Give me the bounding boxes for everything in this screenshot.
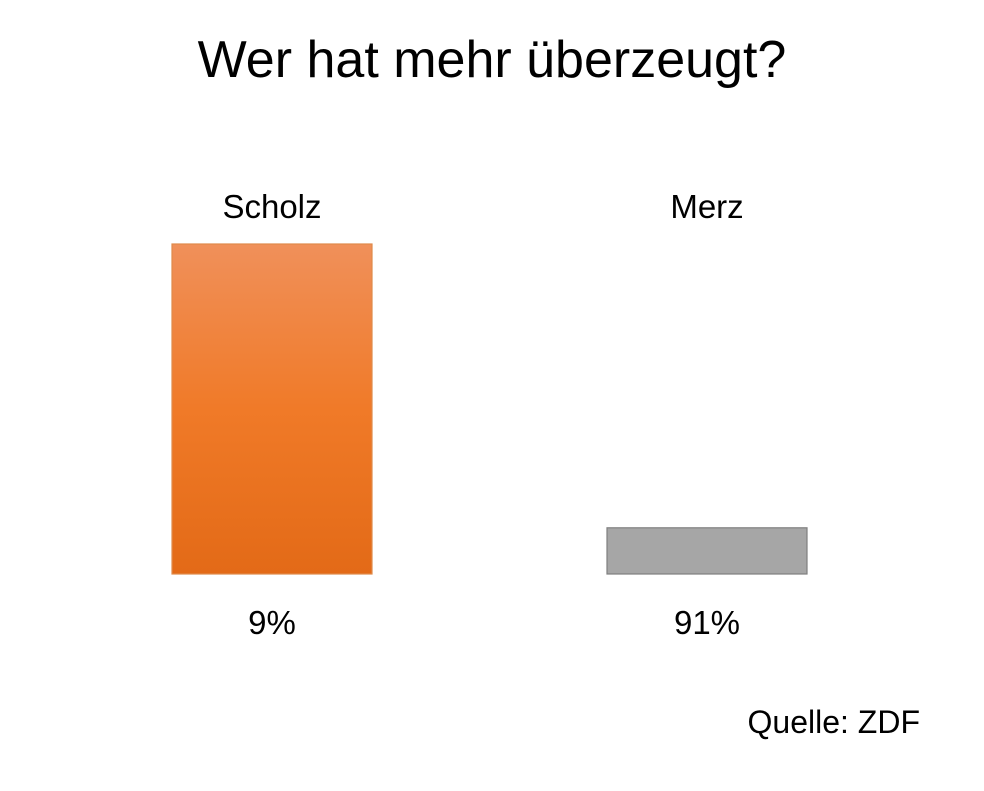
bar-scholz: [171, 243, 373, 575]
category-label-scholz: Scholz: [222, 188, 321, 225]
chart-title: Wer hat mehr überzeugt?: [197, 31, 787, 89]
value-label-merz: 91%: [674, 604, 740, 641]
bars-layer: Scholz 9% Merz 91%: [171, 188, 808, 641]
value-label-scholz: 9%: [248, 604, 296, 641]
category-label-merz: Merz: [670, 188, 743, 225]
source-note: Quelle: ZDF: [747, 704, 920, 740]
bar-merz: [606, 527, 808, 575]
